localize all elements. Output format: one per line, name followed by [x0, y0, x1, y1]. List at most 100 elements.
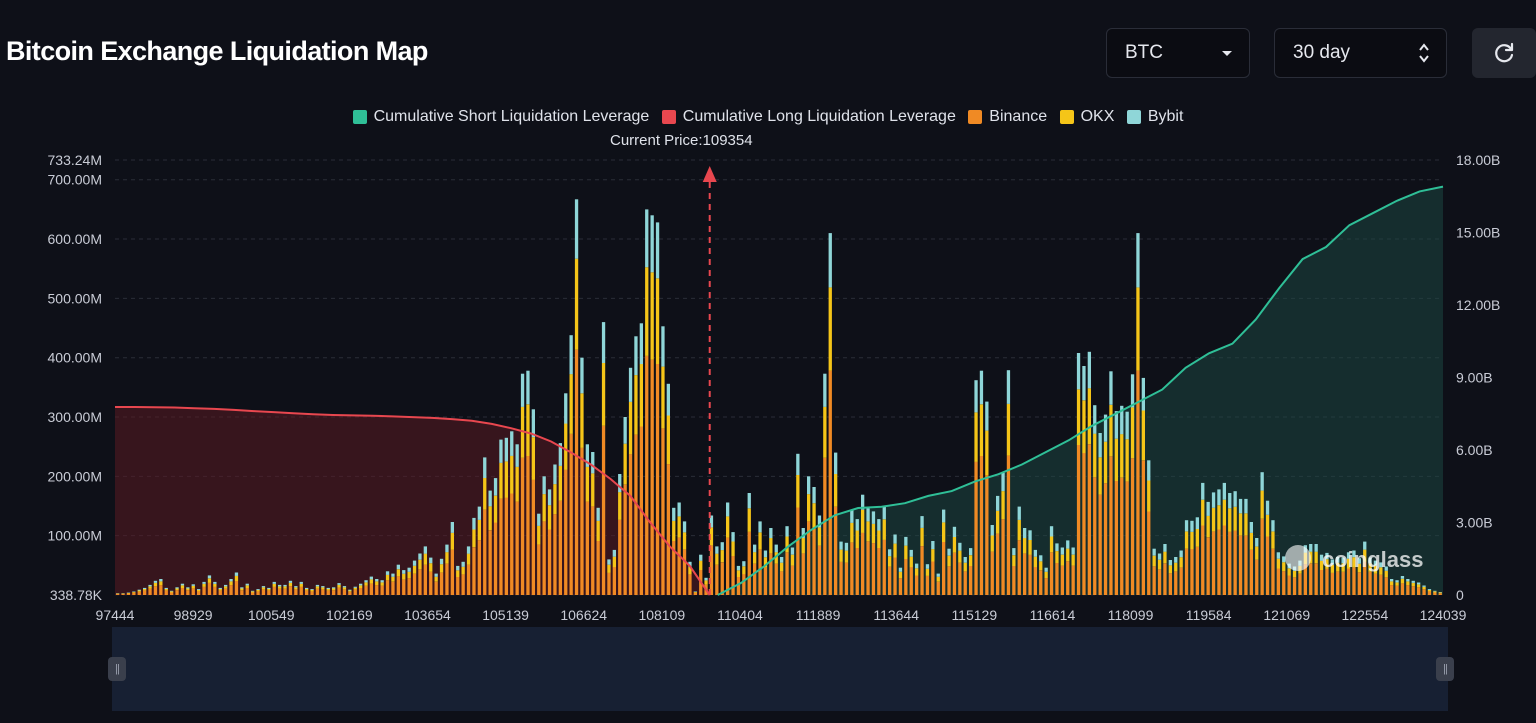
bar-binance — [780, 571, 784, 595]
bar-binance — [1422, 589, 1426, 595]
bar-bybit — [742, 561, 746, 567]
bar-okx — [607, 564, 611, 573]
bar-bybit — [1309, 544, 1313, 552]
legend-item-short-cumulative[interactable]: Cumulative Short Liquidation Leverage — [352, 108, 650, 126]
legend-item-bybit[interactable]: Bybit — [1126, 108, 1183, 126]
bar-binance — [218, 590, 222, 595]
bar-binance — [1211, 531, 1216, 595]
bar-okx — [790, 554, 795, 566]
legend-item-okx[interactable]: OKX — [1059, 108, 1114, 126]
bar-okx — [488, 506, 492, 531]
bar-binance — [1357, 572, 1361, 595]
bar-okx — [321, 587, 325, 590]
bar-okx — [936, 576, 940, 582]
bar-binance — [456, 577, 460, 595]
bar-bybit — [1341, 557, 1345, 564]
bar-binance — [1071, 565, 1075, 595]
x-tick-label: 103654 — [404, 607, 451, 623]
bar-binance — [1006, 455, 1011, 595]
refresh-button[interactable] — [1472, 28, 1536, 78]
bar-binance — [423, 564, 427, 595]
bar-binance — [774, 563, 778, 595]
bar-okx — [801, 538, 805, 554]
bar-bybit — [153, 580, 158, 583]
bar-bybit — [537, 513, 541, 526]
bar-okx — [623, 443, 627, 485]
bar-bybit — [639, 323, 643, 365]
bar-binance — [332, 590, 336, 595]
bar-binance — [947, 566, 951, 595]
bar-bybit — [1157, 553, 1162, 560]
bar-okx — [704, 580, 708, 585]
bar-bybit — [1373, 560, 1378, 566]
bar-okx — [1352, 557, 1356, 568]
bar-bybit — [1071, 547, 1075, 555]
bar-okx — [396, 569, 400, 577]
bar-okx — [726, 516, 730, 538]
bar-bybit — [1400, 576, 1405, 579]
bar-okx — [191, 585, 195, 589]
bar-okx — [1314, 551, 1318, 564]
legend-item-long-cumulative[interactable]: Cumulative Long Liquidation Leverage — [661, 108, 956, 126]
bar-okx — [261, 587, 266, 590]
bar-binance — [893, 557, 897, 595]
bar-binance — [1206, 537, 1210, 595]
bar-okx — [1411, 582, 1415, 587]
bar-binance — [121, 593, 125, 595]
bar-bybit — [780, 557, 784, 563]
y-left-tick-label: 500.00M — [48, 290, 102, 306]
bar-binance — [812, 528, 816, 595]
zoom-handle-right[interactable]: || — [1436, 657, 1454, 681]
zoom-handle-left[interactable]: || — [108, 657, 126, 681]
bar-bybit — [979, 370, 984, 405]
bar-bybit — [963, 557, 967, 563]
bar-binance — [202, 586, 206, 595]
bar-binance — [1103, 483, 1108, 595]
bar-binance — [596, 540, 600, 595]
bar-okx — [499, 462, 503, 499]
bar-binance — [634, 434, 638, 595]
bar-okx — [353, 587, 357, 590]
bar-okx — [628, 401, 633, 455]
bar-binance — [1346, 568, 1351, 595]
bar-binance — [1276, 568, 1280, 595]
bar-binance — [483, 509, 487, 595]
range-select[interactable]: 30 day — [1274, 28, 1447, 78]
bar-okx — [1271, 531, 1275, 549]
bar-okx — [947, 555, 951, 567]
bar-okx — [699, 560, 703, 570]
bar-bybit — [207, 575, 212, 579]
bar-okx — [1427, 590, 1432, 592]
bar-okx — [407, 571, 411, 579]
bar-binance — [1244, 535, 1248, 595]
bar-bybit — [164, 587, 168, 589]
bar-bybit — [1006, 370, 1011, 404]
bar-binance — [461, 574, 465, 595]
bar-okx — [882, 519, 886, 540]
legend-item-binance[interactable]: Binance — [968, 108, 1047, 126]
zoom-slider-track[interactable] — [112, 627, 1448, 711]
bar-okx — [974, 412, 978, 462]
bar-bybit — [326, 587, 330, 589]
bar-bybit — [677, 502, 681, 517]
bar-okx — [526, 404, 530, 456]
bar-okx — [423, 553, 427, 565]
bar-bybit — [1233, 491, 1237, 507]
symbol-select[interactable]: BTC — [1106, 28, 1250, 78]
bar-okx — [359, 585, 363, 588]
bar-bybit — [1255, 538, 1259, 547]
bar-okx — [547, 505, 552, 530]
bar-binance — [1287, 575, 1291, 595]
bar-okx — [1276, 558, 1280, 569]
bar-binance — [672, 540, 676, 595]
bar-okx — [1201, 499, 1205, 526]
bar-bybit — [1390, 579, 1394, 582]
bar-okx — [942, 522, 946, 542]
bar-okx — [213, 583, 217, 587]
bar-binance — [909, 567, 913, 595]
bar-binance — [175, 590, 179, 595]
legend-label: Cumulative Short Liquidation Leverage — [373, 108, 650, 125]
bar-okx — [299, 583, 303, 587]
bar-bybit — [515, 444, 519, 467]
bar-okx — [855, 530, 859, 548]
